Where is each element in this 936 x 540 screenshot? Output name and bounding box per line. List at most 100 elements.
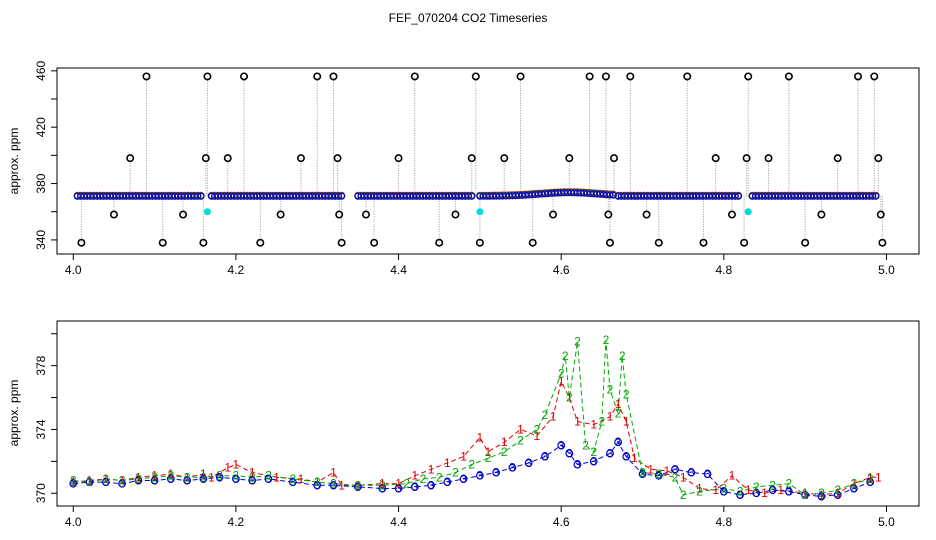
outlier-point xyxy=(394,154,403,163)
series-2-label: 2 xyxy=(603,333,610,347)
series-1-label: 1 xyxy=(208,470,215,484)
x-tick-label: 4.4 xyxy=(390,263,407,277)
series-1-label: 1 xyxy=(273,470,280,484)
outlier-point xyxy=(604,210,613,219)
series-1-label: 1 xyxy=(517,422,524,436)
series-1-label: 1 xyxy=(135,470,142,484)
outlier-point xyxy=(451,210,460,219)
outlier-point xyxy=(784,72,793,81)
x-tick-label: 4.6 xyxy=(553,263,570,277)
x-tick-label: 4.8 xyxy=(715,263,732,277)
series-3-point xyxy=(85,478,94,486)
series-3-label: 3 xyxy=(672,462,679,476)
series-1-label: 1 xyxy=(70,475,77,489)
series-3-label: 3 xyxy=(558,438,565,452)
series-3-point xyxy=(508,463,517,472)
outlier-point xyxy=(727,210,736,219)
series-3-label: 3 xyxy=(216,470,223,484)
series-3-point xyxy=(248,476,257,485)
outlier-point xyxy=(471,72,480,81)
bottom-panel: approx. ppm 4.0 4.2 4.4 4.6 4.8 5.0370374378 … xyxy=(7,320,920,529)
series-3-point xyxy=(524,459,533,467)
series-1-label: 1 xyxy=(477,430,484,444)
series-3-label: 3 xyxy=(395,481,402,495)
series-2-label: 2 xyxy=(265,469,272,483)
series-1-label: 1 xyxy=(501,435,508,449)
series-3-point xyxy=(118,479,126,488)
series-2-label: 2 xyxy=(851,477,858,491)
series-1-label: 1 xyxy=(119,473,126,487)
series-3-label: 3 xyxy=(460,472,467,486)
series-2-label: 2 xyxy=(533,422,540,436)
series-3-label: 3 xyxy=(590,454,597,468)
series-1-label: 1 xyxy=(184,470,191,484)
outlier-point xyxy=(240,72,249,81)
series-1-label: 1 xyxy=(851,477,858,491)
y-tick-label: 370 xyxy=(34,483,48,503)
outlier-point xyxy=(77,238,86,247)
series-2-label: 2 xyxy=(314,475,321,489)
y-tick-label: 378 xyxy=(34,355,48,375)
series-3-point xyxy=(872,192,880,200)
series-3-label: 3 xyxy=(102,475,109,489)
series-2-label: 2 xyxy=(86,475,93,489)
series-2-label: 2 xyxy=(403,477,410,491)
series-3-label: 3 xyxy=(867,475,874,489)
x-tick-label: 4.8 xyxy=(715,515,732,529)
series-1-label: 1 xyxy=(550,410,557,424)
series-3-point xyxy=(492,468,501,477)
series-3-point xyxy=(606,449,614,458)
series-1-label: 1 xyxy=(86,473,93,487)
series-3-label: 3 xyxy=(655,469,662,483)
series-3-label: 3 xyxy=(70,477,77,491)
series-3-label: 3 xyxy=(818,489,825,503)
series-1-label: 1 xyxy=(745,483,752,497)
series-1-label: 1 xyxy=(712,483,719,497)
series-1-label: 1 xyxy=(574,414,581,428)
series-3-point xyxy=(817,492,826,501)
outlier-point xyxy=(179,210,188,219)
series-3-label: 3 xyxy=(704,467,711,481)
series-1-label: 1 xyxy=(533,429,540,443)
outlier-point xyxy=(711,154,720,163)
series-1-label: 1 xyxy=(875,470,882,484)
series-2-label: 2 xyxy=(517,434,524,448)
outlier-point xyxy=(565,154,574,163)
series-1-label: 1 xyxy=(200,467,207,481)
outlier-point xyxy=(500,154,509,163)
series-3-label: 3 xyxy=(314,478,321,492)
series-3-point xyxy=(427,481,435,490)
outlier-point xyxy=(801,238,810,247)
series-2-label: 2 xyxy=(802,488,809,502)
series-2-label: 2 xyxy=(623,387,630,401)
series-1-label: 1 xyxy=(249,466,256,480)
series-3-label: 3 xyxy=(623,450,630,464)
series-2-label: 2 xyxy=(607,383,614,397)
outlier-point xyxy=(605,238,614,247)
series-3-label: 3 xyxy=(168,472,175,486)
series-3-label: 3 xyxy=(615,435,622,449)
series-2-label: 2 xyxy=(330,477,337,491)
bottom-y-axis-label: approx. ppm xyxy=(7,380,21,447)
series-1-label: 1 xyxy=(558,375,565,389)
series-2-label: 2 xyxy=(542,408,549,422)
series-2-label: 2 xyxy=(590,445,597,459)
x-tick-label: 4.2 xyxy=(228,515,245,529)
y-tick-label: 380 xyxy=(34,173,48,193)
bottom-plot-frame xyxy=(56,320,920,507)
series-3-point xyxy=(752,489,761,498)
series-3-point xyxy=(183,476,192,485)
series-3-label: 3 xyxy=(769,483,776,497)
series-1-label: 1 xyxy=(298,472,305,486)
series-3-point xyxy=(353,482,362,491)
series-2-label: 2 xyxy=(720,481,727,495)
series-3-point xyxy=(869,192,877,200)
outlier-point xyxy=(435,238,444,247)
series-2-label: 2 xyxy=(468,458,475,472)
outlier-point xyxy=(475,238,484,247)
series-1-label: 1 xyxy=(444,456,451,470)
series-3-label: 3 xyxy=(379,481,386,495)
series-3-point xyxy=(801,490,810,499)
x-tick-label: 4.4 xyxy=(390,515,407,529)
series-1-label: 1 xyxy=(818,488,825,502)
